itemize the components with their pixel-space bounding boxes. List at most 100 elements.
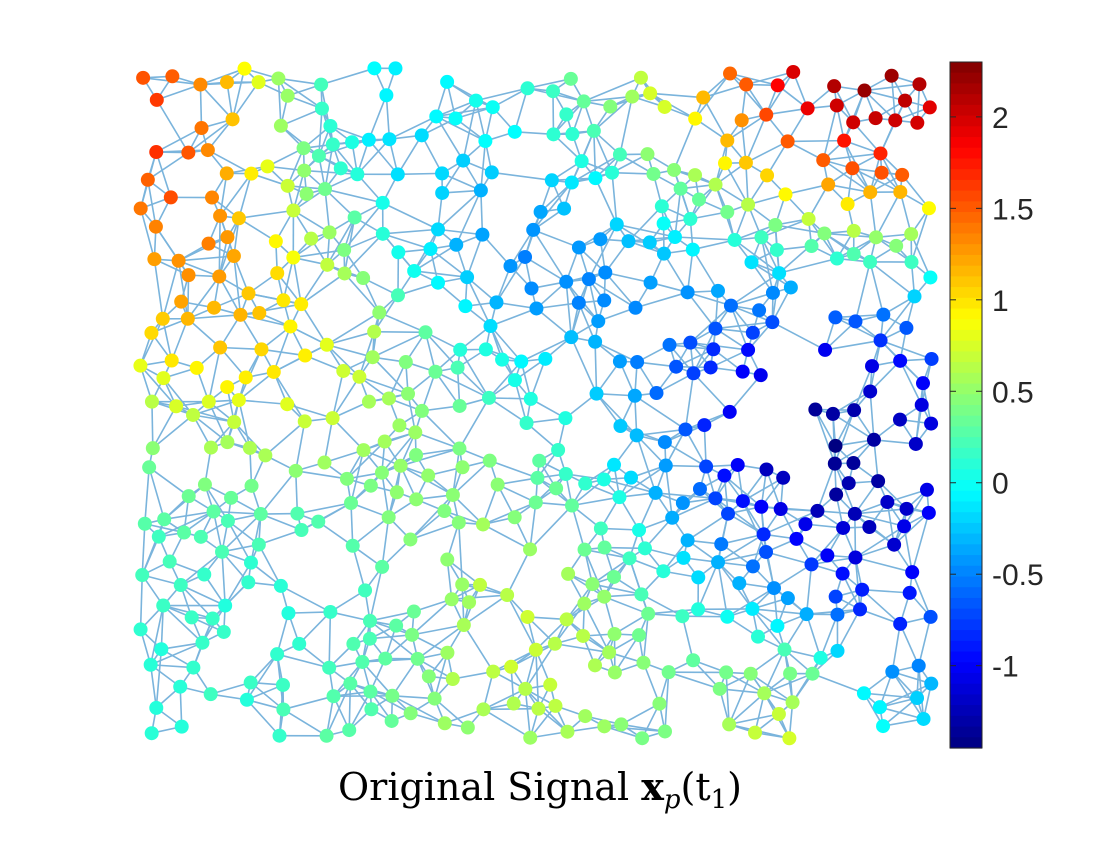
- graph-node: [641, 607, 655, 621]
- graph-node: [754, 500, 768, 514]
- graph-node: [789, 532, 803, 546]
- graph-node: [724, 299, 738, 313]
- graph-node: [342, 723, 356, 737]
- graph-node: [681, 285, 695, 299]
- graph-node: [529, 495, 543, 509]
- graph-edge: [507, 549, 530, 595]
- graph-node: [234, 308, 248, 322]
- colorbar-tick-label: 1.5: [992, 193, 1034, 226]
- graph-node: [922, 506, 936, 520]
- graph-node: [521, 610, 535, 624]
- graph-node: [798, 517, 812, 531]
- graph-node: [912, 659, 926, 673]
- graph-node: [244, 167, 258, 181]
- graph-node: [323, 605, 337, 619]
- graph-node: [659, 459, 673, 473]
- graph-node: [857, 686, 871, 700]
- graph-node: [273, 729, 287, 743]
- graph-node: [431, 222, 445, 236]
- graph-node: [623, 551, 637, 565]
- graph-node: [905, 565, 919, 579]
- graph-edge: [813, 674, 864, 694]
- graph-node: [375, 466, 389, 480]
- graph-node: [220, 166, 234, 180]
- graph-node: [482, 391, 496, 405]
- graph-edge: [296, 471, 347, 479]
- colorbar-segment: [950, 705, 982, 716]
- graph-edge: [693, 250, 718, 291]
- colorbar-segment: [950, 83, 982, 94]
- colorbar-segment: [950, 426, 982, 437]
- graph-node: [675, 609, 689, 623]
- graph-node: [829, 439, 843, 453]
- colorbar-segment: [950, 501, 982, 512]
- graph-node: [357, 443, 371, 457]
- graph-node: [830, 252, 844, 266]
- graph-node: [458, 299, 472, 313]
- graph-node: [590, 387, 604, 401]
- graph-node: [226, 112, 240, 126]
- graph-node: [404, 706, 418, 720]
- graph-node: [863, 384, 877, 398]
- graph-edge: [140, 319, 162, 366]
- graph-edge: [823, 105, 837, 160]
- graph-node: [421, 469, 435, 483]
- graph-edge: [729, 693, 764, 724]
- colorbar-segment: [950, 716, 982, 727]
- graph-edge: [855, 262, 870, 322]
- graph-node: [836, 567, 850, 581]
- graph-node: [578, 709, 592, 723]
- graph-node: [897, 519, 911, 533]
- graph-node: [572, 240, 586, 254]
- graph-edge: [241, 304, 302, 315]
- graph-node: [274, 119, 288, 133]
- graph-node: [469, 94, 483, 108]
- graph-node: [254, 342, 268, 356]
- graph-node: [254, 507, 268, 521]
- graph-node: [924, 417, 938, 431]
- graph-node: [521, 81, 535, 95]
- graph-edge: [261, 471, 296, 514]
- graph-node: [760, 168, 774, 182]
- graph-node: [202, 395, 216, 409]
- graph-node: [364, 479, 378, 493]
- graph-node: [478, 134, 492, 148]
- graph-node: [736, 494, 750, 508]
- colorbar: 21.510.50-0.5-1: [950, 62, 1044, 749]
- graph-node: [594, 521, 608, 535]
- graph-node: [326, 137, 340, 151]
- graph-node: [252, 75, 266, 89]
- graph-node: [559, 467, 573, 481]
- graph-node: [634, 587, 648, 601]
- graph-node: [186, 408, 200, 422]
- graph-node: [713, 682, 727, 696]
- colorbar-segment: [950, 309, 982, 320]
- graph-edge: [876, 192, 900, 237]
- graph-node: [744, 667, 758, 681]
- graph-node: [836, 521, 850, 535]
- graph-node: [885, 69, 899, 83]
- colorbar-segment: [950, 319, 982, 330]
- graph-node: [163, 555, 177, 569]
- graph-node: [704, 360, 718, 374]
- graph-edge: [919, 617, 931, 666]
- graph-node: [220, 380, 234, 394]
- graph-node: [366, 350, 380, 364]
- colorbar-segment: [950, 394, 982, 405]
- graph-node: [613, 148, 627, 162]
- graph-node: [174, 295, 188, 309]
- graph-node: [657, 216, 671, 230]
- colorbar-segment: [950, 684, 982, 695]
- graph-node: [711, 555, 725, 569]
- graph-node: [847, 403, 861, 417]
- graph-node: [692, 193, 706, 207]
- graph-edge: [492, 172, 552, 180]
- colorbar-segment: [950, 662, 982, 673]
- graph-edge: [675, 237, 735, 240]
- graph-node: [376, 196, 390, 210]
- graph-edge: [530, 502, 536, 549]
- graph-node: [899, 321, 913, 335]
- graph-node: [379, 88, 393, 102]
- graph-node: [212, 270, 226, 284]
